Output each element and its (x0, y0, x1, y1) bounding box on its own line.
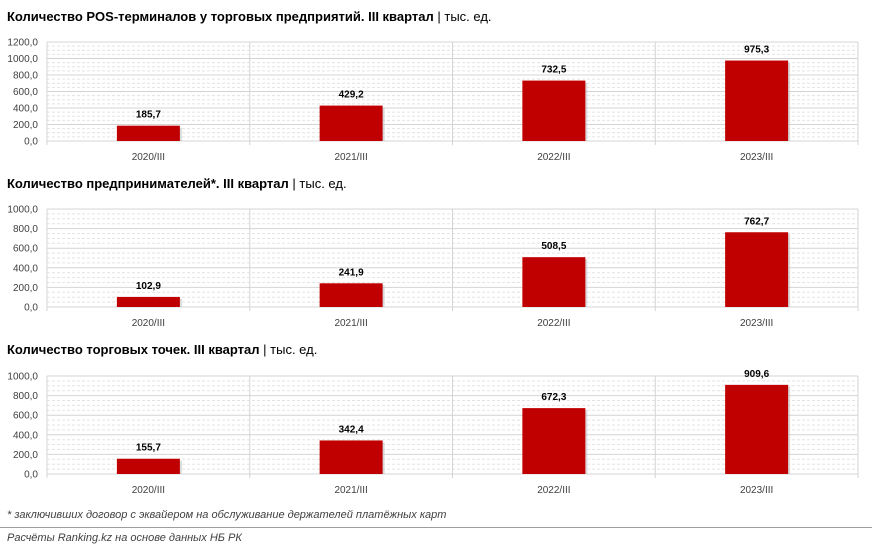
bar (522, 408, 586, 474)
data-label: 185,7 (136, 110, 161, 121)
data-label: 732,5 (541, 65, 566, 76)
y-tick-label: 0,0 (24, 303, 38, 314)
data-label: 975,3 (744, 45, 769, 56)
x-category-label: 2023/III (740, 318, 773, 329)
y-tick-label: 400,0 (13, 104, 38, 115)
bar-chart-entrepreneurs: 0,0 200,0 400,0 600,0 800,0 1000,0 102,9 2020/I… (7, 205, 859, 329)
x-category-label: 2023/III (740, 152, 773, 163)
x-category-label: 2020/III (132, 318, 165, 329)
data-label: 672,3 (541, 392, 566, 403)
bar (116, 125, 180, 141)
y-tick-label: 800,0 (13, 391, 38, 402)
asterisk-footnote: * заключивших договор с эквайером на обс… (7, 509, 447, 521)
y-tick-label: 1000,0 (7, 205, 38, 216)
y-tick-label: 800,0 (13, 71, 38, 82)
bar (725, 60, 789, 141)
x-category-label: 2021/III (334, 152, 367, 163)
footer-divider (0, 527, 872, 528)
bar-chart-pos-terminals: 0,0 200,0 400,0 600,0 800,0 1000,0 1200,0 185,7… (7, 38, 859, 163)
chart-title-main: Количество POS-терминалов у торговых пре… (7, 9, 434, 24)
y-tick-label: 800,0 (13, 224, 38, 235)
x-category-label: 2022/III (537, 152, 570, 163)
chart-title: Количество торговых точек. III квартал |… (7, 342, 318, 357)
y-tick-label: 1000,0 (7, 372, 38, 383)
data-label: 909,6 (744, 369, 769, 380)
chart-title-unit: тыс. ед. (299, 176, 347, 191)
y-tick-label: 1000,0 (7, 54, 38, 65)
y-tick-label: 200,0 (13, 120, 38, 131)
bar (116, 458, 180, 474)
bar (725, 232, 789, 307)
y-tick-label: 200,0 (13, 450, 38, 461)
x-category-label: 2022/III (537, 485, 570, 496)
bar (319, 105, 383, 141)
bar (116, 296, 180, 307)
chart-title-unit: тыс. ед. (444, 9, 492, 24)
source-note: Расчёты Ranking.kz на основе данных НБ Р… (7, 532, 242, 544)
chart-trade-points: Количество торговых точек. III квартал |… (0, 337, 872, 507)
x-category-label: 2023/III (740, 485, 773, 496)
bar (522, 257, 586, 307)
y-tick-label: 200,0 (13, 283, 38, 294)
chart-title: Количество POS-терминалов у торговых пре… (7, 9, 492, 24)
y-tick-label: 600,0 (13, 244, 38, 255)
y-tick-label: 400,0 (13, 430, 38, 441)
bar (319, 283, 383, 307)
chart-title: Количество предпринимателей*. III кварта… (7, 176, 347, 191)
x-category-label: 2021/III (334, 485, 367, 496)
x-category-label: 2022/III (537, 318, 570, 329)
data-label: 508,5 (541, 241, 566, 252)
x-category-label: 2021/III (334, 318, 367, 329)
y-tick-label: 0,0 (24, 137, 38, 148)
bar (725, 384, 789, 474)
data-label: 241,9 (339, 267, 364, 278)
chart-title-main: Количество торговых точек. III квартал (7, 342, 260, 357)
y-tick-label: 400,0 (13, 263, 38, 274)
y-tick-label: 0,0 (24, 470, 38, 481)
bar (522, 80, 586, 141)
chart-title-main: Количество предпринимателей*. III кварта… (7, 176, 289, 191)
chart-title-unit: тыс. ед. (270, 342, 318, 357)
chart-entrepreneurs: Количество предпринимателей*. III кварта… (0, 170, 872, 340)
data-label: 155,7 (136, 443, 161, 454)
chart-pos-terminals: Количество POS-терминалов у торговых пре… (0, 0, 872, 180)
x-category-label: 2020/III (132, 485, 165, 496)
data-label: 342,4 (339, 424, 364, 435)
x-category-label: 2020/III (132, 152, 165, 163)
bar (319, 440, 383, 474)
data-label: 102,9 (136, 281, 161, 292)
data-label: 429,2 (339, 90, 364, 101)
y-tick-label: 600,0 (13, 87, 38, 98)
y-tick-label: 1200,0 (7, 38, 38, 49)
data-label: 762,7 (744, 216, 769, 227)
y-tick-label: 600,0 (13, 411, 38, 422)
bar-chart-trade-points: 0,0 200,0 400,0 600,0 800,0 1000,0 155,7 2020/I… (7, 369, 859, 496)
